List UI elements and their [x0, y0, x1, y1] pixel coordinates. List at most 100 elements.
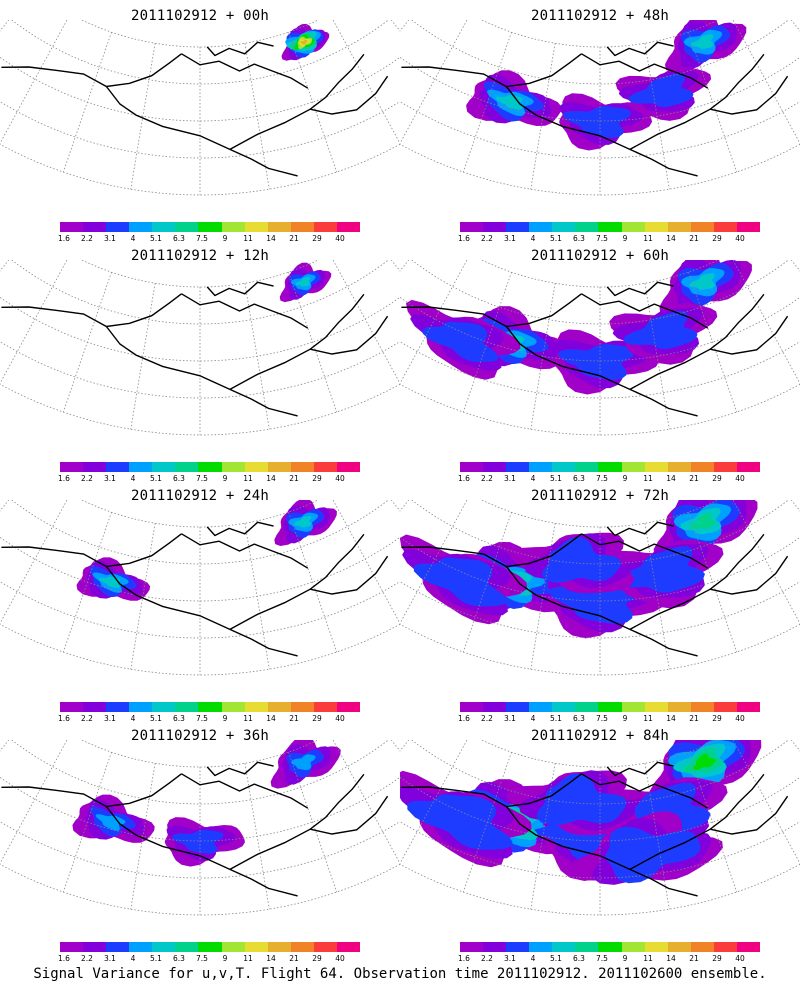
meridian-gridline: [332, 500, 400, 625]
meridian-gridline: [790, 260, 800, 272]
meridian-gridline: [332, 20, 400, 145]
meridian-gridline: [462, 272, 512, 413]
latitude-gridline: [0, 341, 400, 399]
colorbar-swatch: [244, 462, 268, 472]
meridian-gridline: [130, 763, 156, 910]
coastline: [310, 795, 389, 835]
colorbar-swatch: [336, 222, 361, 232]
colorbar-tick-label: 40: [735, 474, 745, 483]
meridian-gridline: [400, 740, 468, 865]
coastline: [710, 795, 789, 835]
coastline: [401, 533, 582, 568]
colorbar-tick-label: 21: [289, 234, 299, 243]
colorbar-tick-label: 14: [266, 474, 276, 483]
colorbar: [460, 462, 761, 472]
colorbar-swatch: [506, 702, 530, 712]
colorbar-swatch: [713, 222, 737, 232]
colorbar-swatch: [244, 942, 268, 952]
colorbar-swatch: [198, 942, 222, 952]
variance-contour: [422, 321, 499, 362]
colorbar-tick-label: 7.5: [196, 234, 208, 243]
colorbar-swatch: [575, 462, 599, 472]
latitude-gridline: [0, 383, 400, 436]
colorbar-swatch: [106, 702, 130, 712]
colorbar-swatch: [644, 222, 668, 232]
coastline: [206, 761, 274, 777]
colorbar-tick-label: 3.1: [504, 234, 516, 243]
variance-contour: [291, 754, 316, 771]
colorbar-tick-label: 14: [266, 234, 276, 243]
colorbar-swatch: [175, 462, 199, 472]
colorbar-tick-label: 9: [222, 954, 228, 963]
colorbar-labels: 1.6 2.2 3.1 4 5.1 6.3 7.5 9 11 14 21 29 40: [52, 474, 352, 484]
meridian-gridline: [462, 752, 512, 893]
colorbar-swatch: [175, 702, 199, 712]
colorbar-tick-label: 40: [735, 234, 745, 243]
colorbar-swatch: [290, 222, 314, 232]
colorbar-tick-label: 9: [622, 474, 628, 483]
colorbar-swatch: [244, 222, 268, 232]
colorbar-swatch: [736, 222, 761, 232]
latitude-gridline: [81, 500, 319, 528]
meridian-gridline: [688, 752, 738, 893]
colorbar-swatch: [290, 702, 314, 712]
colorbar-tick-label: 1.6: [58, 714, 70, 723]
colorbar-tick-label: 1.6: [458, 234, 470, 243]
colorbar-tick-label: 4: [130, 954, 136, 963]
colorbar-swatch: [690, 462, 714, 472]
colorbar-tick-label: 29: [312, 474, 322, 483]
colorbar-swatch: [483, 702, 507, 712]
colorbar-tick-label: 5.1: [550, 474, 562, 483]
polar-map: [0, 20, 400, 196]
variance-contour: [693, 753, 716, 771]
colorbar-tick-label: 11: [643, 234, 653, 243]
latitude-gridline: [0, 143, 400, 196]
latitude-gridline: [0, 623, 400, 676]
coastline: [181, 53, 309, 89]
latitude-gridline: [481, 740, 719, 768]
meridian-gridline: [0, 740, 68, 865]
colorbar: [460, 942, 761, 952]
colorbar-swatch: [83, 462, 107, 472]
colorbar-swatch: [290, 462, 314, 472]
meridian-gridline: [244, 43, 270, 190]
meridian-gridline: [790, 740, 800, 752]
meridian-gridline: [530, 523, 556, 670]
colorbar-tick-label: 29: [312, 714, 322, 723]
colorbar-tick-label: 7.5: [596, 234, 608, 243]
coastline: [505, 566, 698, 657]
colorbar-swatch: [529, 462, 553, 472]
meridian-gridline: [62, 32, 112, 173]
colorbar-tick-label: 2.2: [81, 954, 93, 963]
coastline: [1, 533, 182, 568]
coastline: [105, 566, 298, 657]
colorbar-swatch: [129, 222, 153, 232]
colorbar-swatch: [598, 462, 622, 472]
meridian-gridline: [644, 283, 670, 430]
colorbar-swatch: [552, 702, 576, 712]
colorbar-tick-label: 9: [222, 474, 228, 483]
meridian-gridline: [732, 740, 800, 865]
coastline: [505, 86, 698, 177]
colorbar-swatch: [152, 462, 176, 472]
meridian-gridline: [400, 20, 410, 32]
colorbar-tick-label: 4: [530, 954, 536, 963]
meridian-gridline: [130, 523, 156, 670]
colorbar-tick-label: 21: [689, 474, 699, 483]
colorbar-tick-label: 40: [735, 714, 745, 723]
colorbar-tick-label: 6.3: [573, 954, 585, 963]
colorbar-swatch: [267, 222, 291, 232]
colorbar-tick-label: 4: [530, 474, 536, 483]
latitude-gridline: [400, 776, 800, 842]
meridian-gridline: [462, 512, 512, 653]
latitude-gridline: [0, 821, 400, 879]
colorbar-swatch: [267, 462, 291, 472]
meridian-gridline: [288, 512, 338, 653]
polar-map: [0, 500, 400, 676]
colorbar-swatch: [552, 222, 576, 232]
coastline: [181, 773, 309, 809]
colorbar-tick-label: 21: [689, 714, 699, 723]
colorbar: [60, 942, 361, 952]
coastline: [629, 293, 765, 391]
